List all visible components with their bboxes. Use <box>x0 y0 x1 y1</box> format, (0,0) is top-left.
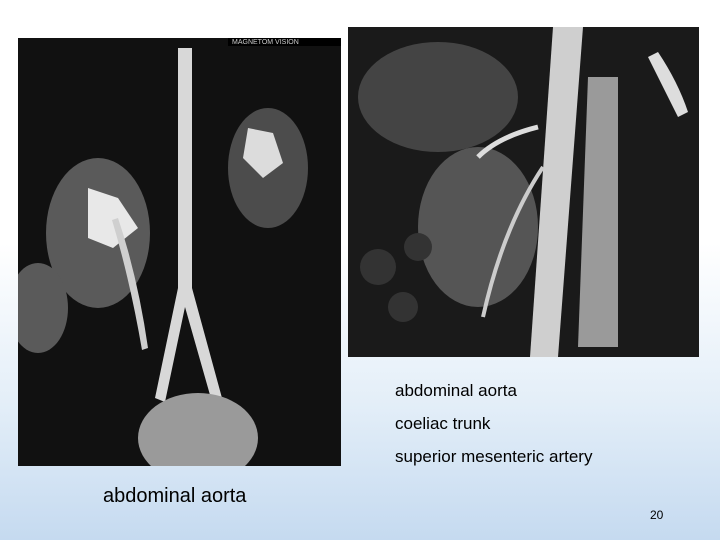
label: abdominal aorta <box>395 381 517 400</box>
page-number: 20 <box>650 508 664 522</box>
label: superior mesenteric artery <box>395 447 593 466</box>
ct-image <box>348 27 699 357</box>
image-overlay-text: MAGNETOM VISION <box>232 39 299 46</box>
mra-image: MAGNETOM VISION <box>18 38 341 466</box>
caption: abdominal aorta <box>103 485 247 507</box>
label: coeliac trunk <box>395 414 491 433</box>
